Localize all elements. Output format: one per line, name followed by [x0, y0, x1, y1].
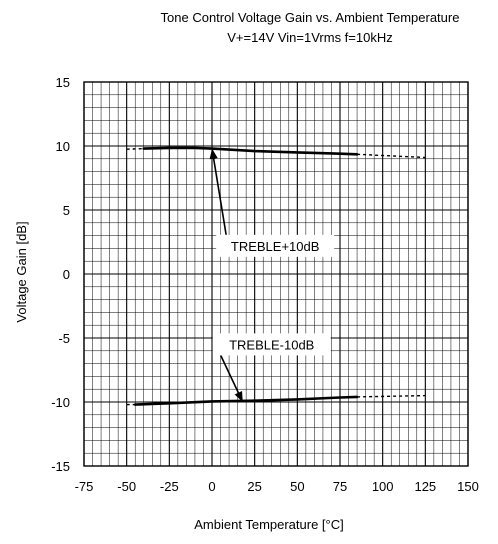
series-layer [126, 146, 426, 406]
annotation-label-box [212, 333, 331, 356]
annotation-label-box [216, 234, 335, 257]
x-axis-label: Ambient Temperature [°C] [194, 517, 343, 532]
series-extrapolation-dashed [357, 153, 426, 159]
series-extrapolation-dashed [126, 147, 144, 150]
chart-subtitle: V+=14V Vin=1Vrms f=10kHz [227, 30, 392, 45]
series-line-treble-minus-10db [133, 395, 359, 406]
x-tick-label: -75 [75, 479, 94, 494]
x-tick-label: 0 [208, 479, 215, 494]
x-tick-label: -25 [160, 479, 179, 494]
y-tick-label: 15 [56, 75, 70, 90]
annotation-arrowhead [234, 391, 243, 402]
y-tick-label: -5 [58, 331, 70, 346]
x-tick-label: 75 [333, 479, 347, 494]
x-tick-label: 100 [372, 479, 394, 494]
y-axis-label: Voltage Gain [dB] [14, 221, 29, 322]
chart-title: Tone Control Voltage Gain vs. Ambient Te… [161, 10, 460, 25]
series-extrapolation-dashed [357, 394, 426, 398]
x-tick-label: 25 [247, 479, 261, 494]
annotation-layer: TREBLE+10dB TREBLE-10dB [209, 148, 335, 403]
y-tick-label: -15 [51, 459, 70, 474]
y-tick-label: 10 [56, 139, 70, 154]
y-tick-label: 0 [63, 267, 70, 282]
series-line-treble-plus-10db [142, 146, 359, 156]
y-tick-label: 5 [63, 203, 70, 218]
x-tick-label: 150 [457, 479, 479, 494]
annotation-label: TREBLE+10dB [231, 239, 320, 254]
annotation-label: TREBLE-10dB [229, 337, 314, 352]
annotation-arrow-line [211, 148, 227, 235]
plot-frame [83, 81, 469, 467]
x-tick-label: 50 [290, 479, 304, 494]
y-tick-label: -10 [51, 395, 70, 410]
x-tick-label: -50 [117, 479, 136, 494]
annotation-arrowhead [209, 148, 218, 160]
x-tick-label: 125 [414, 479, 436, 494]
